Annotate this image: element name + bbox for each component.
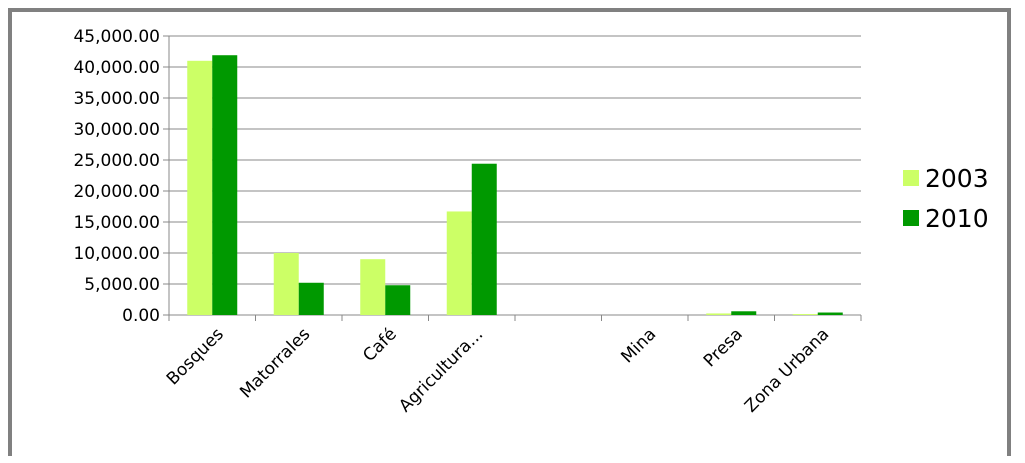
y-tick-label: 0.00: [122, 306, 160, 326]
bar-2010-3: [471, 163, 497, 315]
x-category-label: Mina: [617, 324, 660, 367]
bar-2003-0: [187, 60, 213, 315]
x-category-label: Bosques: [163, 324, 228, 389]
bar-2003-2: [360, 259, 386, 315]
bar-2003-7: [792, 314, 818, 315]
bar-2003-1: [273, 253, 299, 315]
bar-2010-0: [212, 55, 238, 315]
y-tick-label: 40,000.00: [73, 58, 160, 78]
bar-2010-6: [731, 311, 757, 315]
legend-swatch-2003: [903, 170, 919, 186]
x-category-label: Agricultura...: [395, 324, 487, 416]
bar-2010-1: [298, 282, 324, 315]
y-tick-label: 20,000.00: [73, 182, 160, 202]
legend-swatch-2010: [903, 210, 919, 226]
x-category-label: Café: [359, 324, 401, 366]
legend-label-2010: 2010: [925, 204, 989, 233]
legend-label-2003: 2003: [925, 164, 989, 193]
bar-2003-3: [446, 211, 472, 315]
bar-2003-6: [706, 313, 732, 315]
chart-frame: [8, 8, 1011, 456]
y-tick-label: 45,000.00: [73, 27, 160, 47]
y-tick-label: 30,000.00: [73, 120, 160, 140]
y-tick-label: 25,000.00: [73, 151, 160, 171]
y-tick-label: 15,000.00: [73, 213, 160, 233]
bar-2010-7: [817, 312, 843, 315]
y-tick-label: 35,000.00: [73, 89, 160, 109]
x-category-label: Zona Urbana: [741, 324, 833, 416]
y-tick-label: 10,000.00: [73, 244, 160, 264]
y-tick-label: 5,000.00: [84, 275, 160, 295]
x-category-label: Matorrales: [236, 324, 314, 402]
x-category-label: Presa: [700, 324, 747, 371]
bar-2010-2: [385, 285, 411, 315]
